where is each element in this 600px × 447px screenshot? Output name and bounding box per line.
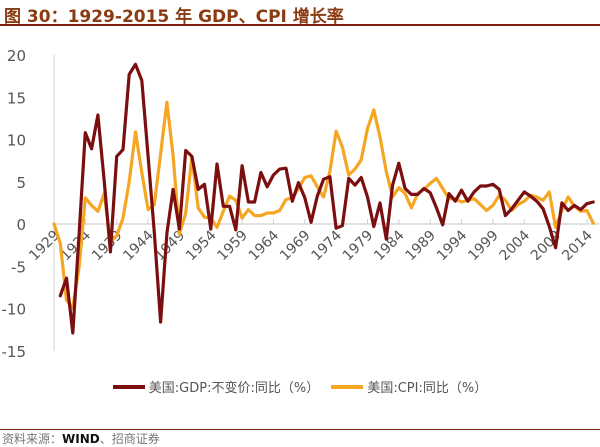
cpi-series-line [52,100,595,310]
x-tick-label: 1974 [308,227,345,264]
x-tick-label: 1959 [214,228,251,265]
legend-swatch-cpi [331,384,364,389]
source-suffix: 、招商证券 [99,432,160,446]
legend-label-cpi: 美国:CPI:同比（%） [367,381,488,396]
x-tick-label: 1989 [403,228,440,265]
x-tick-label: 1979 [340,228,377,265]
legend-item-gdp: 美国:GDP:不变价:同比（%） [112,377,320,396]
legend-label-gdp: 美国:GDP:不变价:同比（%） [148,381,320,396]
x-tick-label: 1999 [465,228,502,265]
source-prefix: 资料来源： [2,432,63,446]
figure-title: 图 30：1929-2015 年 GDP、CPI 增长率 [4,7,344,27]
x-tick-label: 1969 [277,228,314,265]
y-tick-label: 15 [7,89,26,107]
y-tick-label: -10 [2,301,27,319]
title-divider [0,24,600,26]
chart-legend: 美国:GDP:不变价:同比（%） 美国:CPI:同比（%） [0,377,600,396]
source-wind: WIND [62,432,100,446]
x-tick-label: 1964 [246,227,283,264]
gdp-series-line [58,62,595,335]
x-tick-label: 1954 [183,227,220,264]
y-tick-label: -15 [2,343,27,361]
source-note: 资料来源：WIND、招商证券 [2,430,160,447]
legend-item-cpi: 美国:CPI:同比（%） [331,377,487,396]
x-tick-label: 1994 [434,227,471,264]
y-tick-label: 5 [16,174,26,192]
legend-swatch-gdp [112,384,145,389]
x-tick-label: 2004 [497,227,534,264]
y-tick-label: 0 [16,216,26,234]
y-tick-label: 20 [7,47,26,65]
x-tick-label: 2014 [559,227,596,264]
source-divider [0,429,600,430]
x-tick-label: 1944 [120,227,157,264]
y-tick-label: 10 [7,132,26,150]
y-tick-label: -5 [11,258,26,276]
x-tick-label: 1984 [371,227,408,264]
